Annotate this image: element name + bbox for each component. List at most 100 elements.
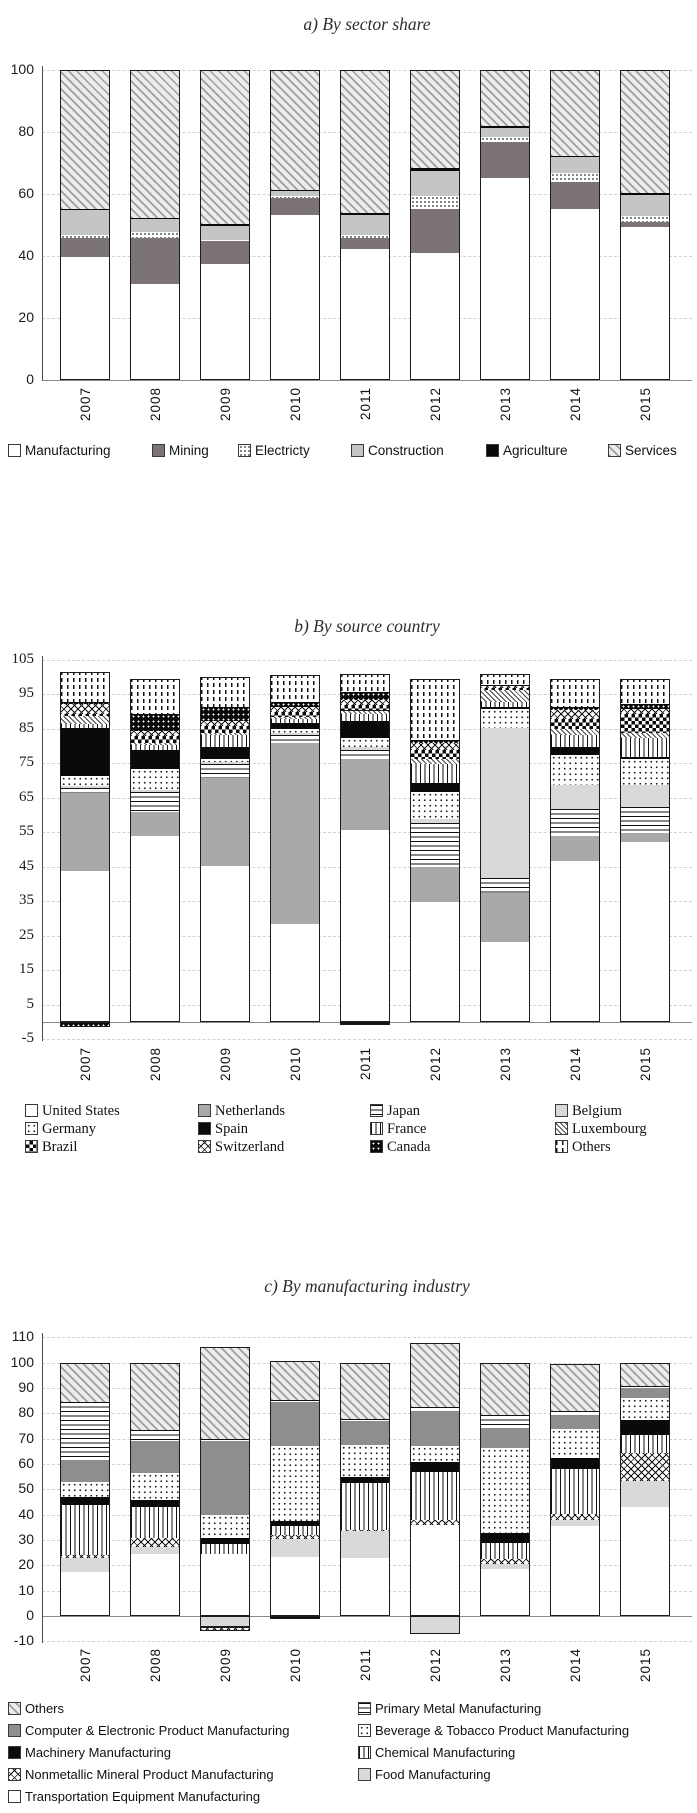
segment-primary-metal-manufacturing bbox=[341, 1417, 389, 1422]
legend-label: Agriculture bbox=[503, 443, 568, 458]
year-label-2013: 2013 bbox=[497, 1047, 513, 1082]
y-axis-tick-label: 20 bbox=[18, 309, 34, 325]
gridline bbox=[42, 1337, 692, 1339]
year-label-2012: 2012 bbox=[427, 1648, 443, 1683]
segment-spain bbox=[621, 756, 669, 759]
segment-transportation-equipment-manufacturing bbox=[131, 1553, 179, 1615]
segment-beverage-tobacco-product-manufacturing bbox=[271, 1445, 319, 1522]
y-axis-tick-label: 60 bbox=[18, 185, 34, 201]
x-axis-category: 2009 bbox=[200, 1047, 250, 1103]
segment-luxembourg bbox=[61, 714, 109, 725]
legend-swatch-icon bbox=[555, 1121, 568, 1135]
y-axis-tick-label: 100 bbox=[10, 1353, 34, 1370]
y-axis-tick-label: 20 bbox=[18, 1556, 34, 1573]
y-axis-tick-label: 25 bbox=[19, 926, 34, 943]
segment-france bbox=[201, 733, 249, 747]
legend-swatch-icon bbox=[351, 443, 364, 457]
segment-brazil bbox=[201, 725, 249, 733]
segment-manufacturing bbox=[341, 247, 389, 379]
year-label-2010: 2010 bbox=[287, 1047, 303, 1082]
segment-beverage-tobacco-product-manufacturing bbox=[131, 1472, 179, 1500]
segment-spain bbox=[481, 706, 529, 709]
segment-others bbox=[341, 674, 389, 692]
legend-swatch-icon bbox=[358, 1745, 371, 1759]
segment-others bbox=[411, 1344, 459, 1408]
y-axis-tick-label: 90 bbox=[18, 1378, 34, 1395]
gridline bbox=[42, 832, 692, 834]
gridline bbox=[42, 935, 692, 937]
segment-manufacturing bbox=[131, 283, 179, 379]
legend-label: Brazil bbox=[42, 1139, 78, 1155]
x-axis-category: 2008 bbox=[130, 1047, 180, 1103]
y-axis-tick-label: 50 bbox=[18, 1480, 34, 1497]
segment-spain bbox=[411, 781, 459, 792]
legend-label: Services bbox=[625, 443, 677, 458]
gridline bbox=[42, 1616, 692, 1617]
legend-swatch-icon bbox=[198, 1139, 211, 1153]
x-axis-category: 2014 bbox=[550, 1047, 600, 1103]
segment-chemical-manufacturing bbox=[341, 1482, 389, 1531]
segment-services bbox=[61, 71, 109, 209]
segment-services bbox=[551, 71, 599, 156]
segment-others bbox=[411, 679, 459, 740]
legend-swatch-icon bbox=[198, 1121, 211, 1135]
year-label-2011: 2011 bbox=[357, 1648, 373, 1682]
segment-nonmetallic-mineral-product-manufacturing bbox=[341, 1529, 389, 1532]
y-axis-tick-label: 35 bbox=[19, 892, 34, 909]
segment-machinery-manufacturing bbox=[551, 1456, 599, 1470]
segment-belgium bbox=[551, 783, 599, 809]
year-label-2013: 2013 bbox=[497, 1648, 513, 1683]
x-axis-category: 2014 bbox=[550, 1648, 600, 1704]
legend-swatch-icon bbox=[608, 443, 621, 457]
legend-item-nonmetallic-mineral-product-manufacturing: Nonmetallic Mineral Product Manufacturin… bbox=[8, 1767, 274, 1782]
segment-brazil bbox=[271, 711, 319, 718]
segment-machinery-manufacturing bbox=[131, 1498, 179, 1508]
year-label-2010: 2010 bbox=[287, 387, 303, 422]
segment-canada bbox=[201, 706, 249, 721]
bar-2015 bbox=[620, 678, 670, 1022]
segment-computer-electronic-product-manufacturing bbox=[411, 1411, 459, 1447]
y-axis-tick-label: 40 bbox=[18, 247, 34, 263]
segment-transportation-equipment-manufacturing bbox=[551, 1525, 599, 1615]
y-axis-tick-label: 110 bbox=[11, 1328, 34, 1345]
segment-others bbox=[271, 676, 319, 702]
segment-united-states bbox=[621, 840, 669, 1021]
legend-swatch-icon bbox=[370, 1103, 383, 1117]
bar-2013 bbox=[480, 70, 530, 380]
x-axis-category: 2011 bbox=[340, 1648, 390, 1704]
segment-others bbox=[201, 678, 249, 708]
legend-label: Manufacturing bbox=[25, 443, 111, 458]
segment-primary-metal-manufacturing bbox=[411, 1406, 459, 1413]
segment-united-states bbox=[201, 864, 249, 1021]
segment-others bbox=[481, 1363, 529, 1415]
segment-others bbox=[481, 674, 529, 685]
segment-food-manufacturing bbox=[131, 1545, 179, 1555]
x-axis-category: 2013 bbox=[480, 387, 530, 443]
bar-2015 bbox=[620, 1362, 670, 1616]
x-axis-category: 2008 bbox=[130, 387, 180, 443]
segment-mining bbox=[551, 181, 599, 209]
year-label-2012: 2012 bbox=[427, 1047, 443, 1082]
year-label-2014: 2014 bbox=[567, 1047, 583, 1082]
segment-others bbox=[271, 1362, 319, 1400]
segment-others bbox=[61, 672, 109, 702]
segment-construction bbox=[271, 190, 319, 197]
segment-spain bbox=[551, 745, 599, 756]
negative-segment-food-manufacturing bbox=[200, 1616, 250, 1628]
x-axis-category: 2013 bbox=[480, 1047, 530, 1103]
x-axis-category: 2015 bbox=[620, 1047, 670, 1103]
segment-canada bbox=[481, 683, 529, 687]
segment-luxembourg bbox=[341, 709, 389, 714]
segment-belgium bbox=[411, 818, 459, 823]
segment-luxembourg bbox=[271, 716, 319, 720]
segment-brazil bbox=[411, 749, 459, 759]
legend-swatch-icon bbox=[555, 1103, 568, 1117]
year-label-2009: 2009 bbox=[217, 387, 233, 422]
y-axis-tick-label: 0 bbox=[26, 371, 34, 387]
y-axis-tick-label: -10 bbox=[13, 1632, 34, 1649]
segment-manufacturing bbox=[201, 263, 249, 379]
x-axis-category: 2012 bbox=[410, 387, 460, 443]
gridline bbox=[42, 970, 692, 972]
gridline bbox=[42, 1039, 692, 1041]
gridline bbox=[42, 1387, 692, 1389]
